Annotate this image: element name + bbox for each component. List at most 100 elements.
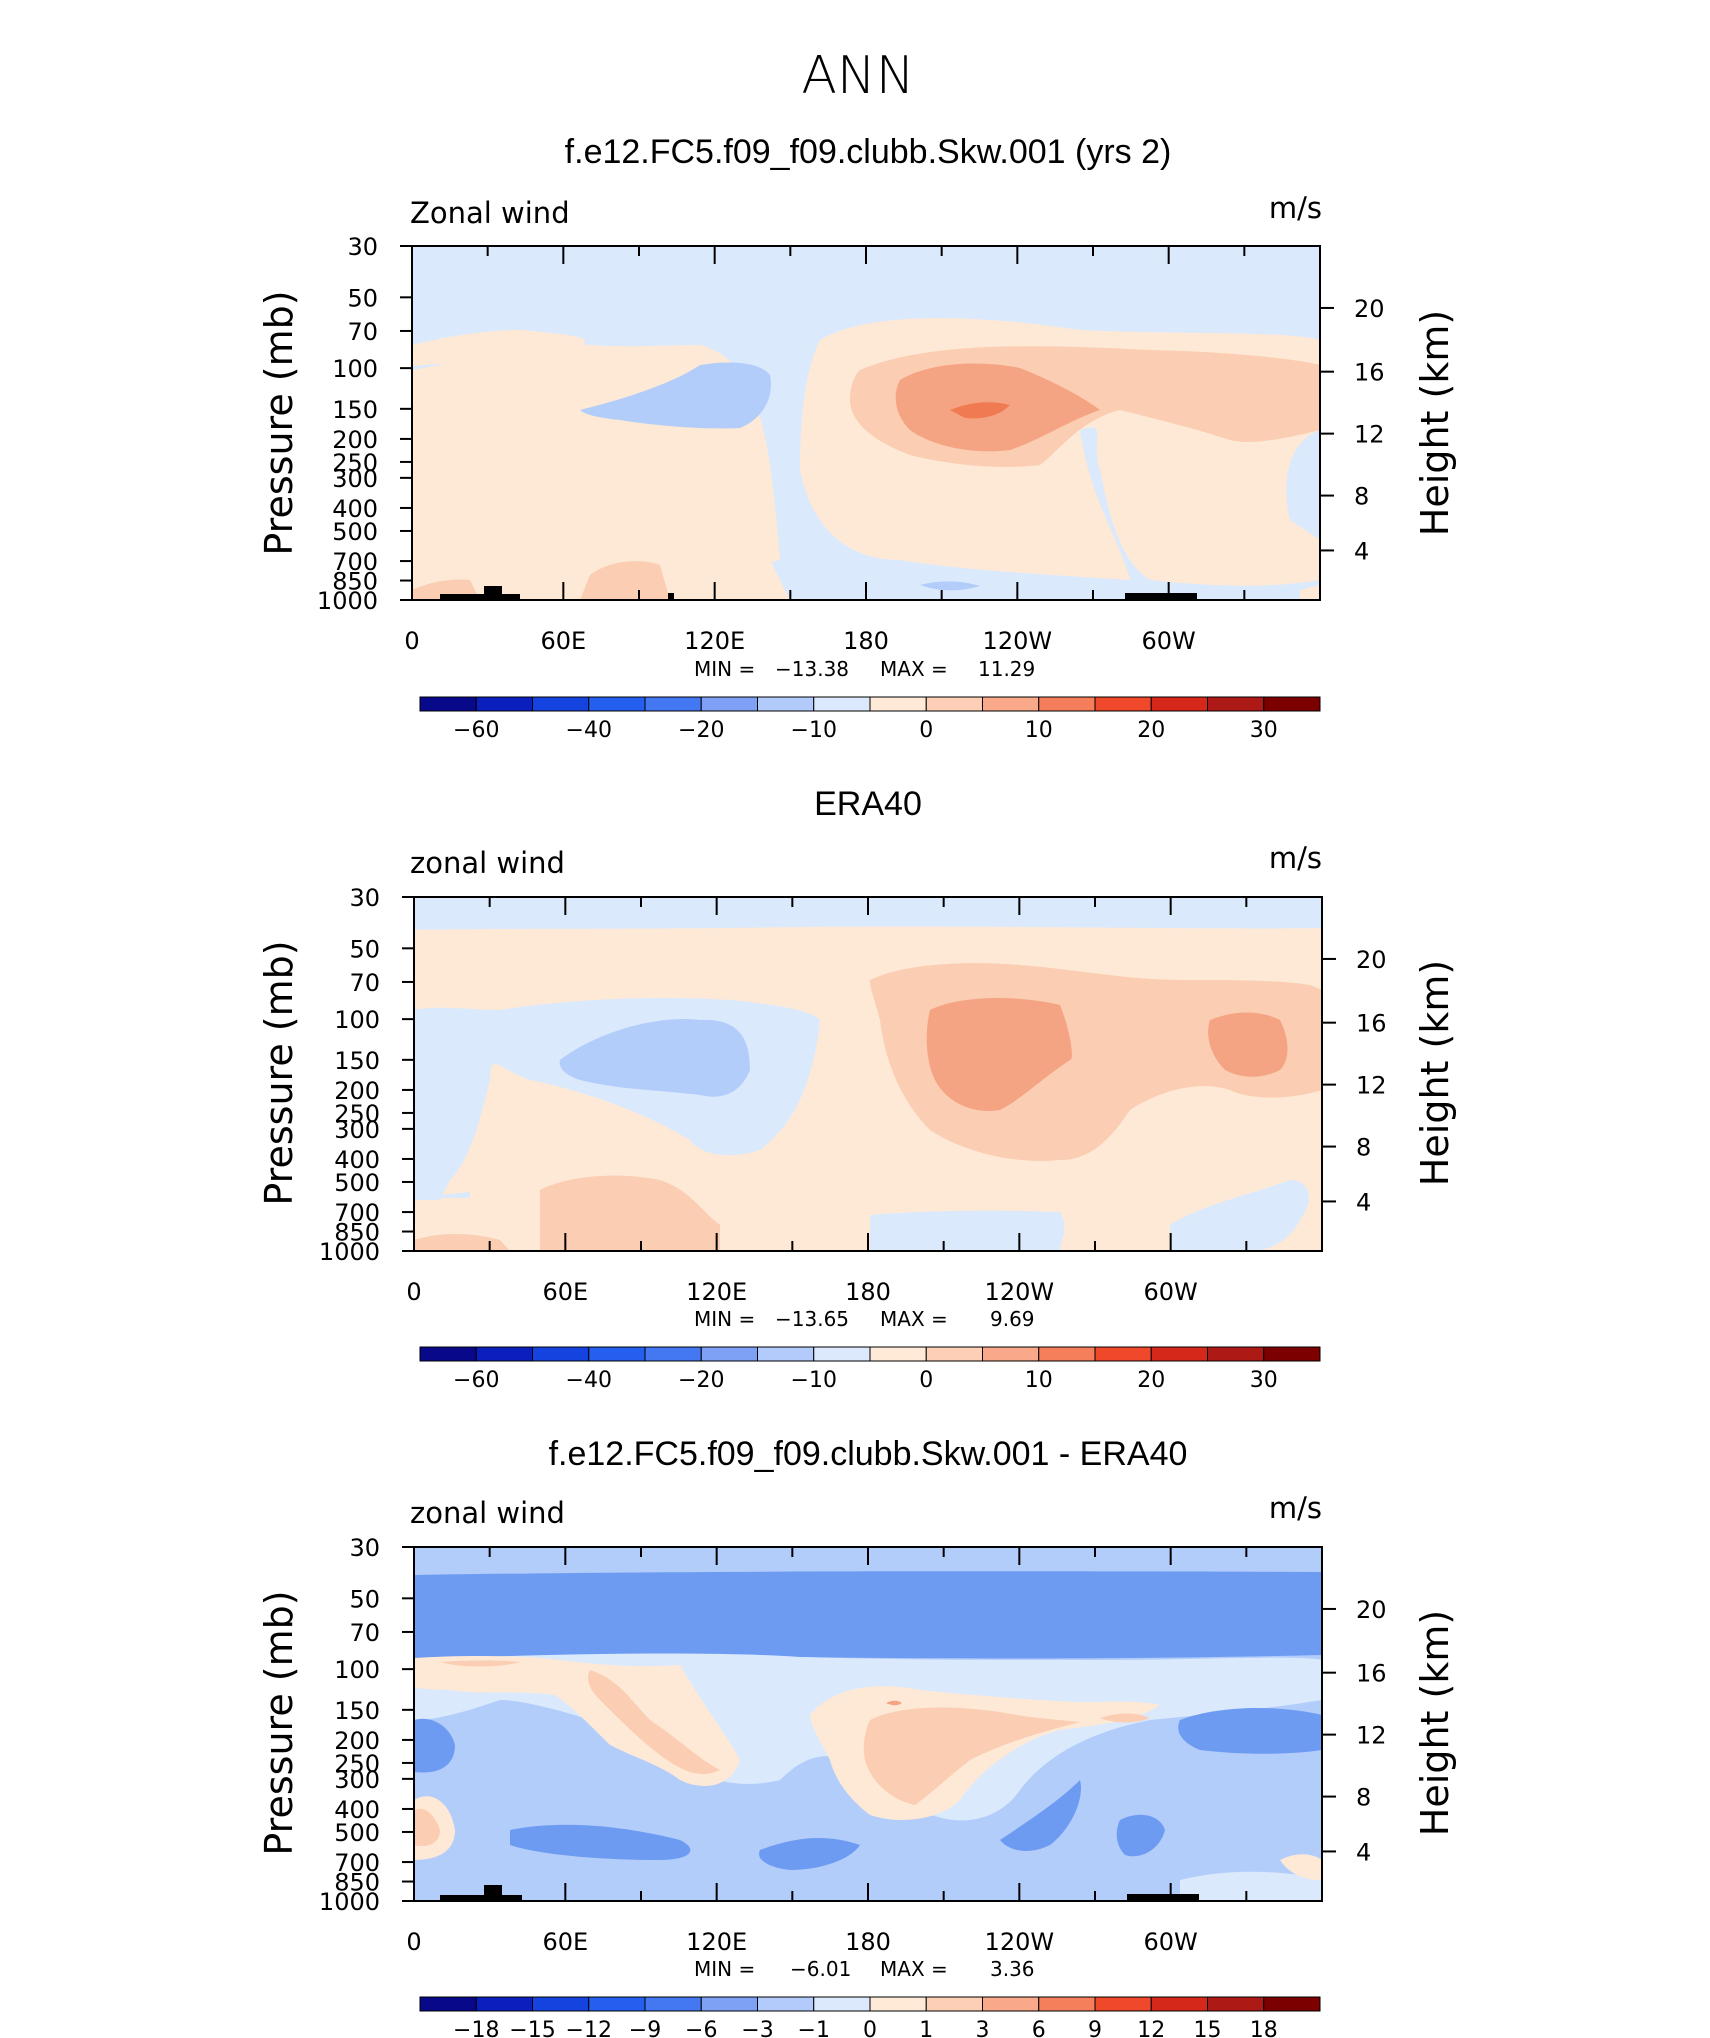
x-tick-label: 120W xyxy=(983,627,1053,655)
colorbar-label: −40 xyxy=(566,718,612,743)
colorbar-swatch xyxy=(475,696,533,712)
colorbar-label: 1 xyxy=(919,2018,933,2038)
max-value: 11.29 xyxy=(978,657,1035,681)
x-ticks: 0 60E 120E 180 120W 60W xyxy=(406,897,1323,1306)
colorbar-label: −20 xyxy=(678,1368,724,1393)
y-tick-label: 850 xyxy=(334,1219,380,1247)
colorbar-label: 0 xyxy=(919,1368,933,1393)
colorbar-swatch xyxy=(982,1996,1040,2012)
right-tick-label: 16 xyxy=(1354,359,1385,387)
colorbar-label: −18 xyxy=(453,2018,499,2038)
units-label: m/s xyxy=(1269,191,1322,225)
colorbar-swatch xyxy=(869,696,927,712)
y-tick-label: 200 xyxy=(334,1077,380,1105)
x-tick-label: 180 xyxy=(843,627,889,655)
panel-title: f.e12.FC5.f09_f09.clubb.Skw.001 (yrs 2) xyxy=(565,133,1172,171)
y-tick-label: 250 xyxy=(334,1750,380,1778)
x-tick-label: 60W xyxy=(1142,627,1196,655)
y-tick-label: 70 xyxy=(349,969,380,997)
topography-mask xyxy=(440,1885,1199,1901)
right-axis-label: Height (km) xyxy=(1413,960,1457,1186)
x-tick-label: 120E xyxy=(684,627,745,655)
right-tick-label: 20 xyxy=(1356,1596,1387,1624)
colorbar-swatch xyxy=(532,696,590,712)
max-label: MAX = xyxy=(880,1307,948,1331)
x-tick-label: 180 xyxy=(845,1278,891,1306)
x-tick-label: 60W xyxy=(1144,1278,1198,1306)
y-tick-label: 200 xyxy=(332,426,378,454)
x-tick-label: 120W xyxy=(985,1278,1055,1306)
colorbar-swatch xyxy=(925,1346,983,1362)
y-axis-label: Pressure (mb) xyxy=(257,940,301,1205)
right-tick-label: 8 xyxy=(1356,1784,1371,1812)
colorbar-label: −10 xyxy=(791,718,837,743)
y-tick-label: 700 xyxy=(334,1849,380,1877)
colorbar-label: 9 xyxy=(1088,2018,1102,2038)
figure-title: ANN xyxy=(801,46,914,106)
y-tick-label: 300 xyxy=(332,465,378,493)
colorbar-swatch xyxy=(532,1346,590,1362)
colorbar-swatch xyxy=(1094,1346,1152,1362)
right-tick-label: 12 xyxy=(1356,1072,1387,1100)
units-label: m/s xyxy=(1269,1491,1322,1525)
y-tick-label: 70 xyxy=(349,1619,380,1647)
colorbar-swatch xyxy=(475,1996,533,2012)
y-tick-label: 700 xyxy=(334,1199,380,1227)
colorbar-swatch xyxy=(925,1996,983,2012)
y-tick-label: 1000 xyxy=(319,1888,380,1916)
y-tick-label: 400 xyxy=(334,1796,380,1824)
colorbar-label: 20 xyxy=(1137,718,1165,743)
colorbar-swatch xyxy=(1263,1996,1321,2012)
right-axis-label: Height (km) xyxy=(1413,1610,1457,1836)
min-value: −13.38 xyxy=(775,657,849,681)
y-tick-label: 250 xyxy=(332,449,378,477)
min-value: −6.01 xyxy=(790,1957,851,1981)
colorbar-swatch xyxy=(532,1996,590,2012)
min-value: −13.65 xyxy=(775,1307,849,1331)
y-tick-label: 50 xyxy=(347,284,378,312)
variable-label: zonal wind xyxy=(410,846,565,880)
colorbar-swatch xyxy=(1094,1996,1152,2012)
max-value: 9.69 xyxy=(990,1307,1035,1331)
colorbar-label: 15 xyxy=(1194,2018,1222,2038)
colorbar-label: −12 xyxy=(566,2018,612,2038)
colorbar: −60 −40 −20 −10 0 10 20 30 xyxy=(419,696,1321,743)
colorbar-swatch xyxy=(1038,1996,1096,2012)
colorbar-label: −60 xyxy=(453,718,499,743)
y-tick-label: 700 xyxy=(332,548,378,576)
colorbar-label: 30 xyxy=(1250,718,1278,743)
x-tick-label: 60E xyxy=(542,1278,588,1306)
panel-1: f.e12.FC5.f09_f09.clubb.Skw.001 (yrs 2) … xyxy=(257,133,1457,743)
colorbar-swatch xyxy=(869,1996,927,2012)
right-tick-label: 4 xyxy=(1356,1838,1371,1866)
colorbar: −60 −40 −20 −10 0 10 20 30 xyxy=(419,1346,1321,1393)
colorbar-swatch xyxy=(1150,1996,1208,2012)
colorbar-swatch xyxy=(813,1996,871,2012)
x-ticks: 0 60E 120E 180 120W 60W xyxy=(404,246,1321,655)
variable-label: Zonal wind xyxy=(410,196,570,230)
min-label: MIN = xyxy=(694,1307,755,1331)
right-tick-label: 16 xyxy=(1356,1010,1387,1038)
y-tick-label: 50 xyxy=(349,935,380,963)
right-tick-label: 8 xyxy=(1356,1134,1371,1162)
variable-label: zonal wind xyxy=(410,1496,565,1530)
colorbar-label: 0 xyxy=(919,718,933,743)
y-tick-label: 50 xyxy=(349,1585,380,1613)
colorbar-swatch xyxy=(1150,696,1208,712)
panel-title: ERA40 xyxy=(814,785,922,823)
y-tick-label: 850 xyxy=(334,1869,380,1897)
x-tick-label: 60E xyxy=(540,627,586,655)
contour-field xyxy=(412,246,1320,600)
colorbar-swatch xyxy=(419,1996,477,2012)
colorbar-swatch xyxy=(813,1346,871,1362)
right-ticks: 20 16 12 8 4 xyxy=(1322,946,1387,1216)
right-tick-label: 16 xyxy=(1356,1660,1387,1688)
x-tick-label: 60E xyxy=(542,1928,588,1956)
colorbar-swatch xyxy=(1207,1346,1265,1362)
x-tick-label: 120E xyxy=(686,1928,747,1956)
stats-line: MIN = −13.65 MAX = 9.69 xyxy=(694,1307,1035,1331)
right-tick-label: 20 xyxy=(1356,946,1387,974)
colorbar-label: −20 xyxy=(678,718,724,743)
panel-title: f.e12.FC5.f09_f09.clubb.Skw.001 - ERA40 xyxy=(549,1435,1188,1473)
